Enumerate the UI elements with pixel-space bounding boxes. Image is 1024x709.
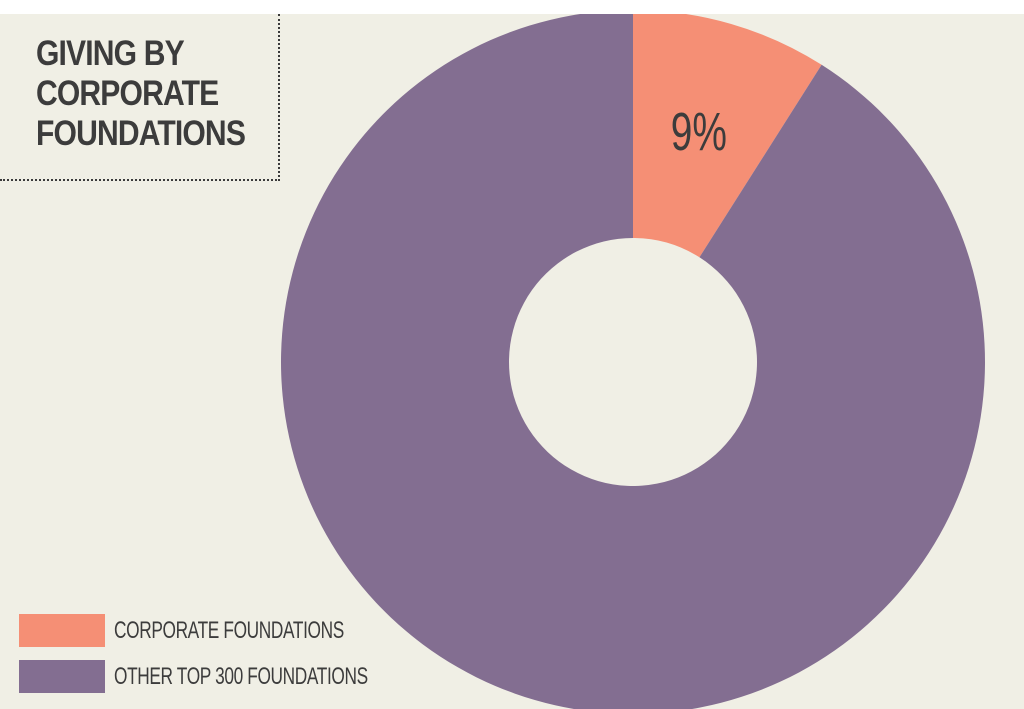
title-box: GIVING BY CORPORATE FOUNDATIONS: [0, 14, 280, 181]
legend: CORPORATE FOUNDATIONS OTHER TOP 300 FOUN…: [19, 614, 466, 706]
legend-swatch-other: [19, 660, 105, 693]
legend-swatch-corporate: [19, 614, 105, 647]
legend-label-corporate: CORPORATE FOUNDATIONS: [114, 616, 344, 644]
slice-other-top-300-foundations: [281, 14, 985, 709]
chart-title: GIVING BY CORPORATE FOUNDATIONS: [36, 34, 246, 153]
slice-label-corporate-foundations: 9%: [671, 100, 727, 161]
legend-item-corporate: CORPORATE FOUNDATIONS: [19, 614, 466, 647]
slice-corporate-foundations: [633, 14, 822, 258]
chart-panel: 9% GIVING BY CORPORATE FOUNDATIONS CORPO…: [0, 14, 1024, 709]
donut-chart: 9%: [281, 14, 985, 709]
legend-label-other: OTHER TOP 300 FOUNDATIONS: [114, 662, 368, 690]
legend-item-other: OTHER TOP 300 FOUNDATIONS: [19, 660, 466, 693]
